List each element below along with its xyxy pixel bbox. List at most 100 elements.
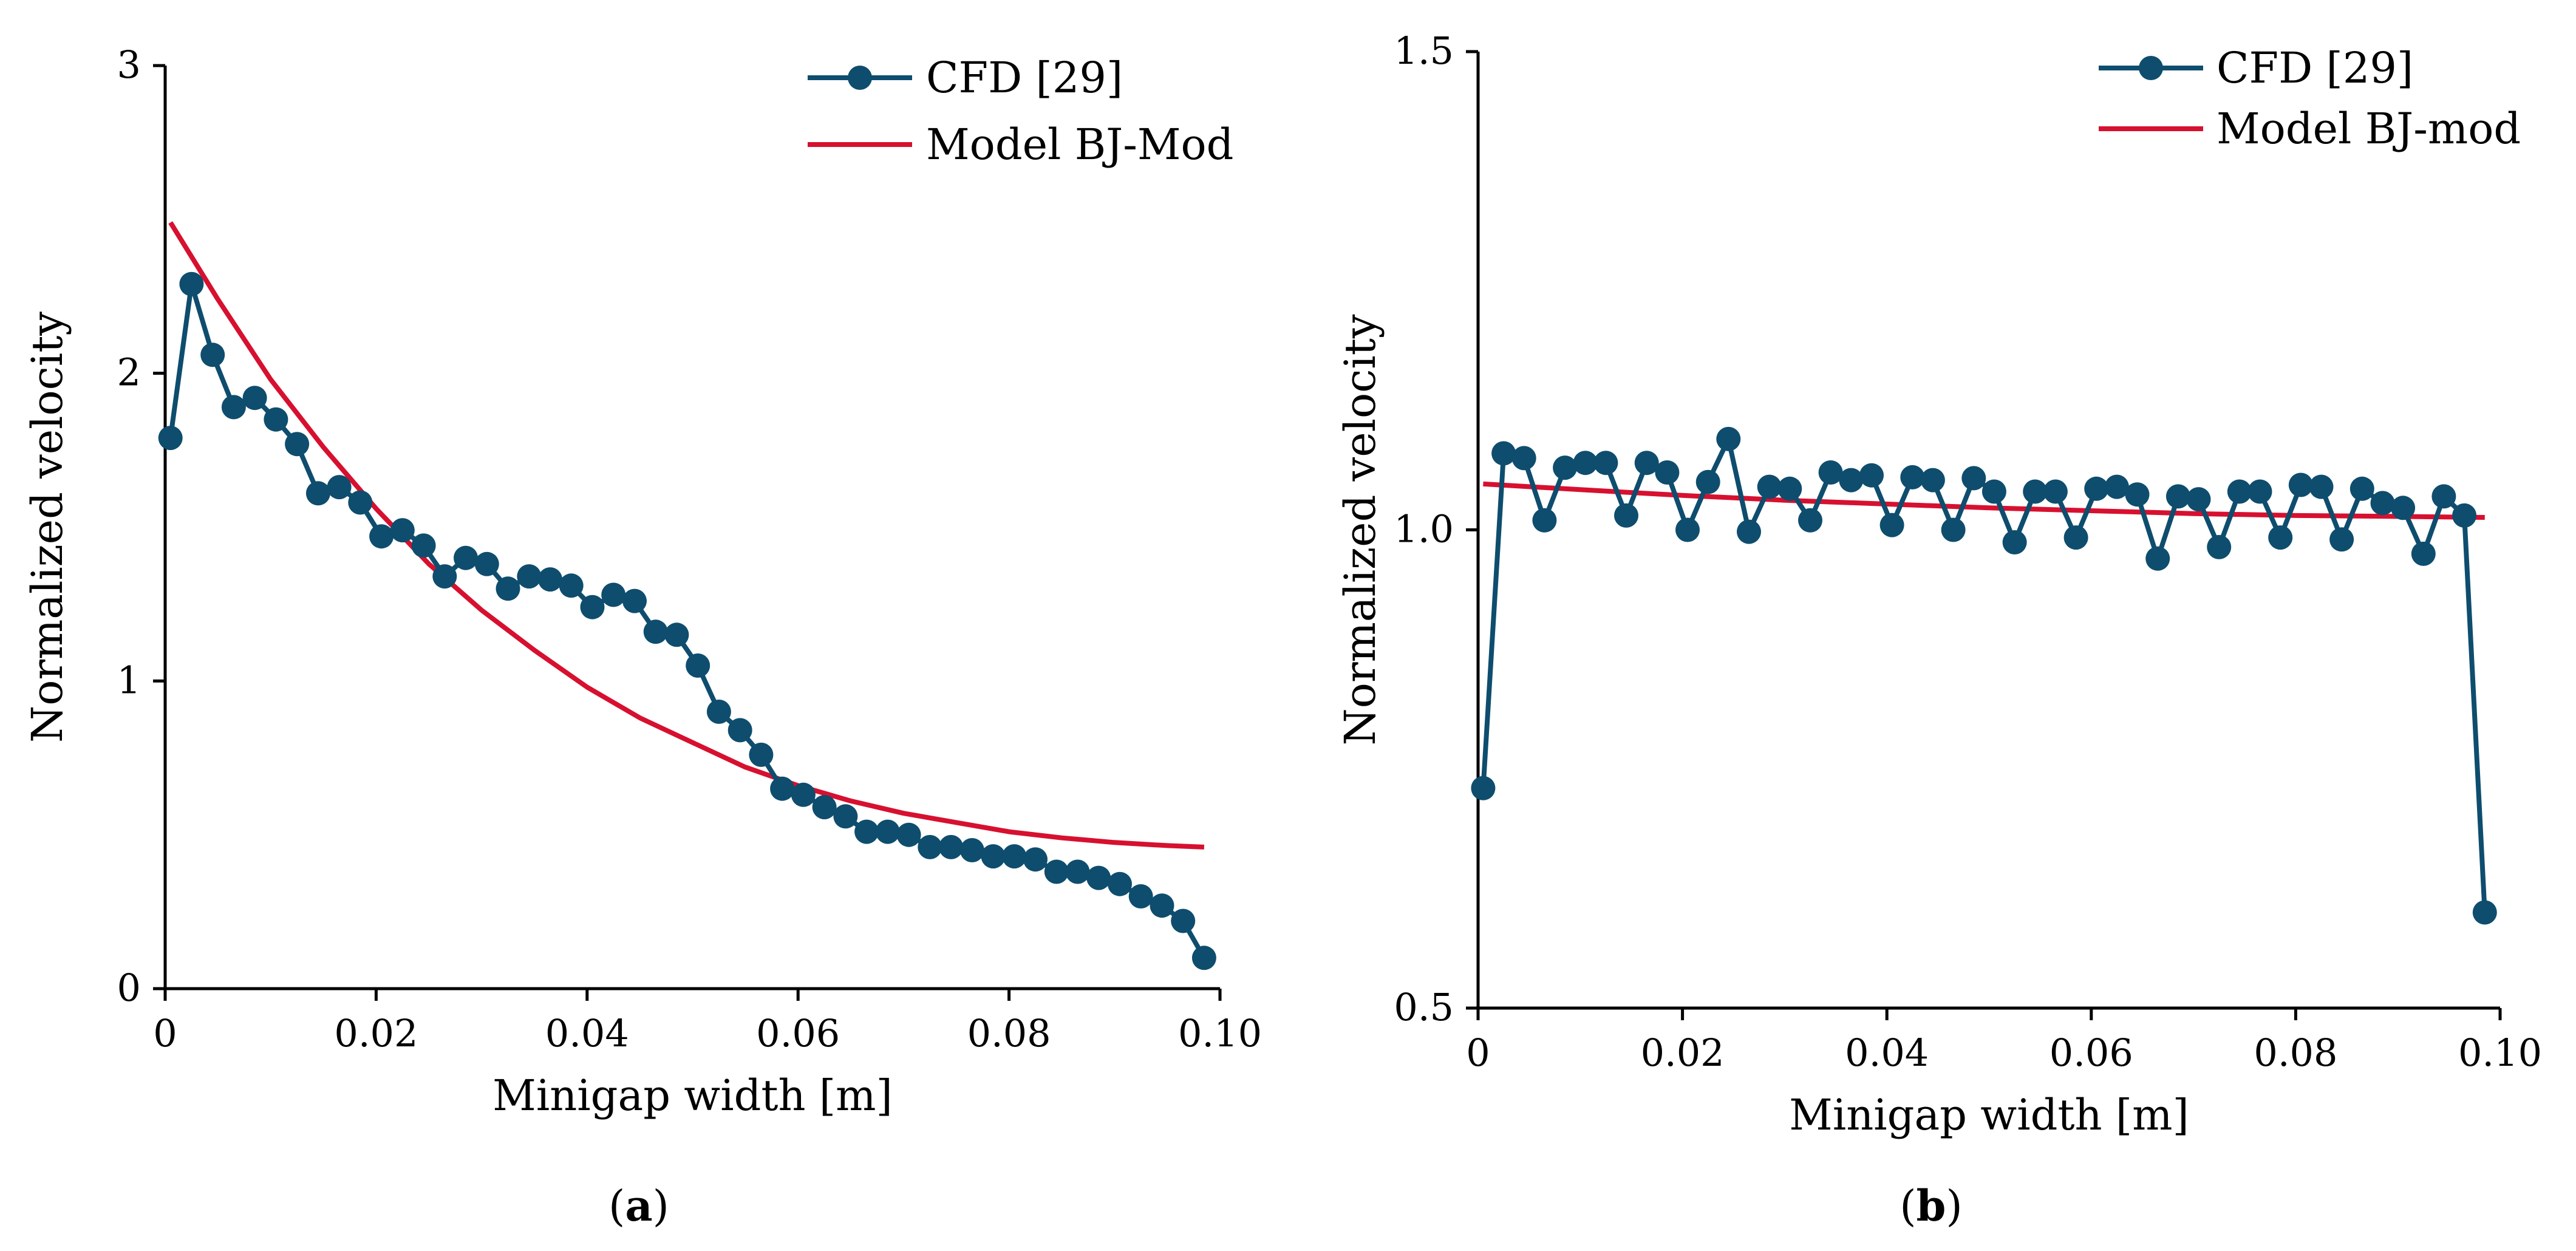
- cfd-data-point: [2309, 474, 2334, 499]
- x-tick-label: 0.06: [2050, 1031, 2133, 1075]
- cfd-data-point: [959, 838, 984, 862]
- cfd-data-point: [2288, 472, 2313, 497]
- cfd-data-point: [1171, 908, 1196, 933]
- y-tick-label: 0.5: [1394, 985, 1454, 1029]
- cfd-data-point: [1941, 517, 1966, 542]
- x-axis-title: Minigap width [m]: [1789, 1090, 2189, 1140]
- cfd-data-point: [2268, 525, 2293, 550]
- cfd-data-point: [2145, 546, 2170, 571]
- cfd-data-point: [411, 533, 436, 558]
- legend-label-cfd: CFD [29]: [2217, 43, 2413, 93]
- y-tick-label: 1.0: [1394, 507, 1454, 551]
- cfd-data-point: [1150, 893, 1174, 918]
- cfd-data-point: [1065, 859, 1090, 884]
- x-tick-label: 0.10: [2458, 1031, 2542, 1075]
- cfd-data-point: [369, 524, 394, 549]
- cfd-data-point: [791, 782, 816, 807]
- cfd-data-point: [875, 819, 900, 844]
- cfd-data-point: [454, 545, 478, 570]
- cfd-data-point: [1879, 513, 1904, 537]
- cfd-data-point: [1044, 859, 1069, 884]
- cfd-data-point: [1675, 517, 1700, 542]
- cfd-data-point: [686, 653, 710, 678]
- cfd-data-point: [1471, 775, 1496, 800]
- cfd-data-point: [1859, 463, 1884, 488]
- cfd-data-point: [2063, 525, 2088, 550]
- cfd-data-point: [981, 844, 1006, 869]
- cfd-data-point: [496, 576, 520, 601]
- cfd-data-point: [2329, 527, 2354, 552]
- cfd-data-point: [305, 481, 330, 506]
- cfd-data-point: [1634, 451, 1659, 476]
- cfd-data-point: [1593, 451, 1618, 476]
- cfd-data-point: [1737, 519, 1761, 544]
- cfd-data-point: [2472, 900, 2497, 925]
- cfd-data-point: [1614, 503, 1638, 528]
- legend-label-model: Model BJ-mod: [2217, 104, 2521, 154]
- cfd-data-point: [390, 518, 415, 543]
- cfd-data-point: [1961, 466, 1986, 491]
- cfd-data-point: [1818, 460, 1843, 485]
- y-tick-label: 3: [117, 43, 141, 87]
- cfd-data-point: [1716, 426, 1741, 451]
- x-tick-label: 0: [1466, 1031, 1490, 1075]
- cfd-data-point: [1920, 468, 1945, 493]
- cfd-data-point: [1023, 847, 1048, 872]
- legend-label-model: Model BJ-Mod: [926, 120, 1233, 169]
- cfd-data-point: [2002, 530, 2027, 554]
- cfd-data-point: [517, 564, 542, 589]
- cfd-data-point: [2349, 476, 2374, 501]
- cfd-data-point: [2452, 503, 2477, 528]
- cfd-data-point: [158, 426, 183, 451]
- cfd-data-point: [580, 595, 605, 619]
- cfd-data-point: [601, 582, 626, 607]
- y-tick-label: 1: [117, 658, 141, 702]
- x-tick-label: 0.02: [1641, 1031, 1725, 1075]
- cfd-data-point: [1839, 468, 1864, 493]
- legend-label-cfd: CFD [29]: [926, 53, 1123, 103]
- cfd-data-point: [200, 343, 225, 367]
- cfd-data-point: [1128, 884, 1153, 908]
- cfd-data-point: [2104, 474, 2129, 499]
- cfd-data-point: [1757, 474, 1782, 499]
- cfd-data-point: [1900, 465, 1925, 489]
- cfd-data-point: [1086, 865, 1111, 890]
- cfd-data-point: [285, 432, 310, 457]
- cfd-data-point: [918, 834, 942, 859]
- cfd-data-point: [432, 564, 457, 589]
- cfd-data-point: [749, 742, 774, 767]
- cfd-data-point: [1191, 946, 1216, 970]
- cfd-data-point: [833, 804, 858, 829]
- cfd-data-point: [643, 619, 668, 644]
- cfd-data-point: [1532, 508, 1557, 533]
- cfd-data-point: [2023, 479, 2048, 504]
- x-tick-label: 0.10: [1178, 1011, 1262, 1055]
- cfd-data-point: [538, 567, 562, 592]
- cfd-data-point: [1511, 446, 1536, 471]
- cfd-data-point: [264, 407, 288, 432]
- x-axis-title: Minigap width [m]: [492, 1071, 893, 1120]
- cfd-data-point: [1655, 460, 1680, 485]
- cfd-data-point: [896, 822, 921, 847]
- cfd-data-point: [1108, 871, 1132, 896]
- cfd-data-point: [1553, 455, 1578, 480]
- cfd-data-point: [221, 395, 246, 420]
- cfd-data-point: [1573, 451, 1598, 476]
- series-line-model: [168, 221, 1205, 850]
- y-tick-label: 0: [117, 966, 141, 1010]
- cfd-data-point: [1002, 844, 1027, 869]
- y-axis-title: Normalized velocity: [1335, 314, 1385, 745]
- cfd-data-point: [1798, 508, 1822, 533]
- legend-marker-cfd: [2139, 56, 2163, 80]
- cfd-data-point: [2247, 479, 2272, 504]
- x-tick-label: 0: [153, 1011, 177, 1055]
- cfd-data-point: [854, 819, 879, 844]
- cfd-data-point: [2391, 496, 2416, 520]
- series-line-cfd: [168, 281, 1207, 960]
- x-tick-label: 0.04: [545, 1011, 629, 1055]
- y-tick-label: 1.5: [1394, 29, 1454, 73]
- cfd-data-point: [939, 834, 964, 859]
- cfd-data-point: [559, 573, 584, 598]
- cfd-data-point: [2125, 482, 2150, 507]
- panel-caption: (b): [1900, 1181, 1963, 1231]
